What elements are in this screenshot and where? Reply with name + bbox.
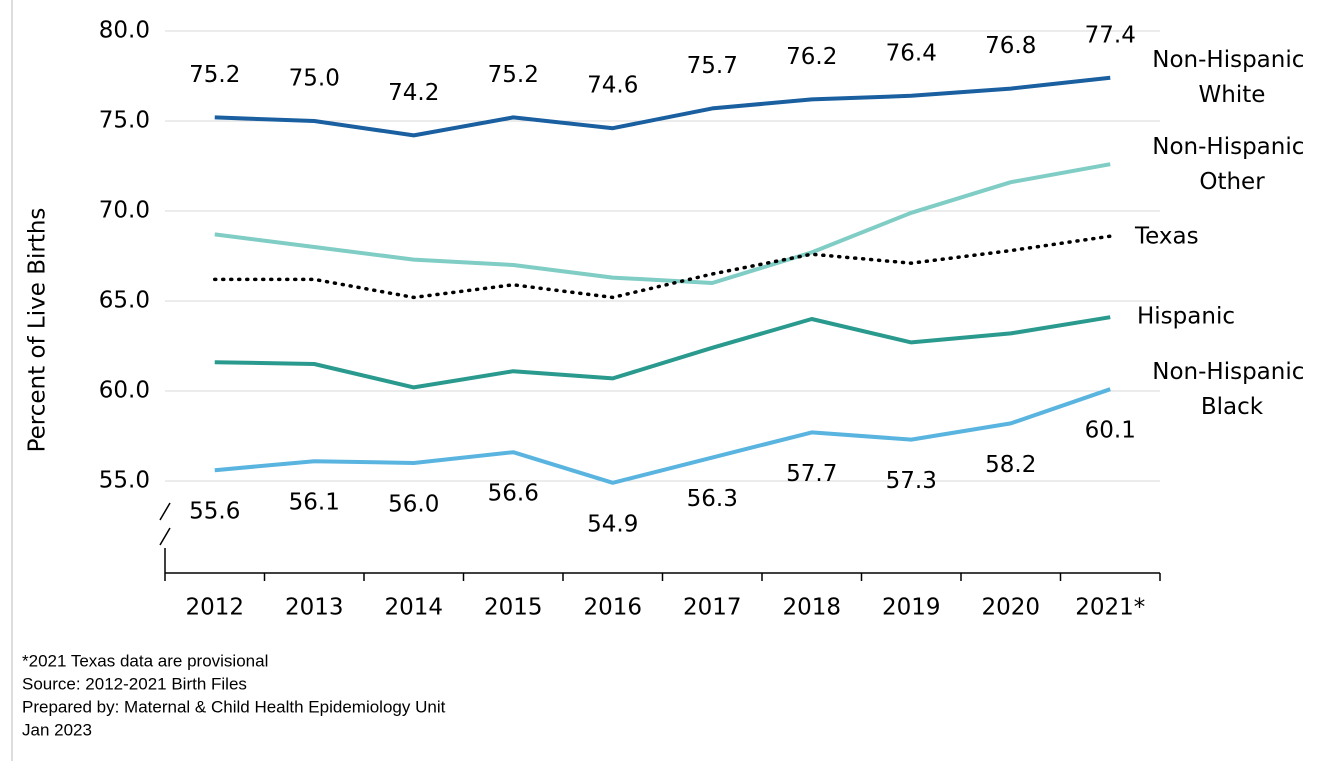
x-tick-label: 2015 bbox=[484, 595, 543, 621]
data-label: 74.2 bbox=[388, 80, 439, 106]
series-line bbox=[214, 315, 1111, 390]
series-label-line: White bbox=[1199, 82, 1266, 108]
y-axis-label: Percent of Live Births bbox=[25, 208, 51, 453]
x-tick-label: 2019 bbox=[882, 595, 941, 621]
x-tick-label: 2012 bbox=[185, 595, 244, 621]
series-label: Non-Hispanic Other bbox=[1152, 134, 1311, 195]
x-tick-label: 2021* bbox=[1075, 595, 1145, 621]
data-label: 60.1 bbox=[1085, 418, 1136, 444]
data-label: 77.4 bbox=[1085, 22, 1136, 48]
series-label-line: Non-Hispanic bbox=[1152, 359, 1311, 385]
data-label: 55.6 bbox=[189, 499, 240, 525]
series-line bbox=[214, 162, 1111, 285]
data-label: 54.9 bbox=[587, 511, 638, 537]
series-label: Texas bbox=[1134, 224, 1199, 250]
data-label: 76.8 bbox=[985, 33, 1036, 59]
data-label: 57.3 bbox=[886, 468, 937, 494]
y-tick-label: 80.0 bbox=[99, 18, 150, 44]
series-label: Hispanic bbox=[1137, 304, 1235, 330]
y-tick-label: 70.0 bbox=[99, 198, 150, 224]
data-label: 56.6 bbox=[488, 481, 539, 507]
x-tick-label: 2017 bbox=[683, 595, 742, 621]
data-label: 76.4 bbox=[886, 40, 937, 66]
series-line bbox=[214, 75, 1111, 138]
series-label-line: Non-Hispanic bbox=[1152, 47, 1311, 73]
x-tick-label: 2013 bbox=[285, 595, 344, 621]
x-tick-label: 2018 bbox=[782, 595, 841, 621]
data-label: 75.2 bbox=[189, 62, 240, 88]
series-label-line: Non-Hispanic bbox=[1152, 134, 1311, 160]
y-tick-label: 65.0 bbox=[99, 288, 150, 314]
footnote: Jan 2023 bbox=[22, 720, 92, 739]
axis-break bbox=[159, 502, 171, 521]
data-label: 56.0 bbox=[388, 492, 439, 518]
data-label: 75.2 bbox=[488, 62, 539, 88]
series-line bbox=[213, 234, 1112, 300]
series-label-line: Black bbox=[1201, 394, 1264, 420]
x-tick-label: 2020 bbox=[981, 595, 1040, 621]
data-label: 75.0 bbox=[289, 66, 340, 92]
series-label: Non-Hispanic Black bbox=[1152, 359, 1311, 420]
footnote: *2021 Texas data are provisional bbox=[22, 651, 268, 670]
series-label-line: Other bbox=[1199, 169, 1265, 195]
x-tick-label: 2016 bbox=[583, 595, 642, 621]
y-tick-label: 60.0 bbox=[99, 378, 150, 404]
data-label: 56.1 bbox=[289, 490, 340, 516]
axis-break bbox=[159, 527, 171, 546]
data-label: 76.2 bbox=[786, 44, 837, 70]
data-label: 74.6 bbox=[587, 73, 638, 99]
y-tick-label: 75.0 bbox=[99, 108, 150, 134]
x-tick-label: 2014 bbox=[384, 595, 443, 621]
footnote: Prepared by: Maternal & Child Health Epi… bbox=[22, 697, 446, 716]
y-tick-label: 55.0 bbox=[99, 468, 150, 494]
footnote: Source: 2012-2021 Birth Files bbox=[22, 674, 247, 693]
data-label: 75.7 bbox=[687, 53, 738, 79]
data-label: 56.3 bbox=[687, 486, 738, 512]
data-label: 57.7 bbox=[786, 461, 837, 487]
series-line bbox=[214, 387, 1111, 485]
data-label: 58.2 bbox=[985, 452, 1036, 478]
series-label: Non-Hispanic White bbox=[1152, 47, 1311, 108]
